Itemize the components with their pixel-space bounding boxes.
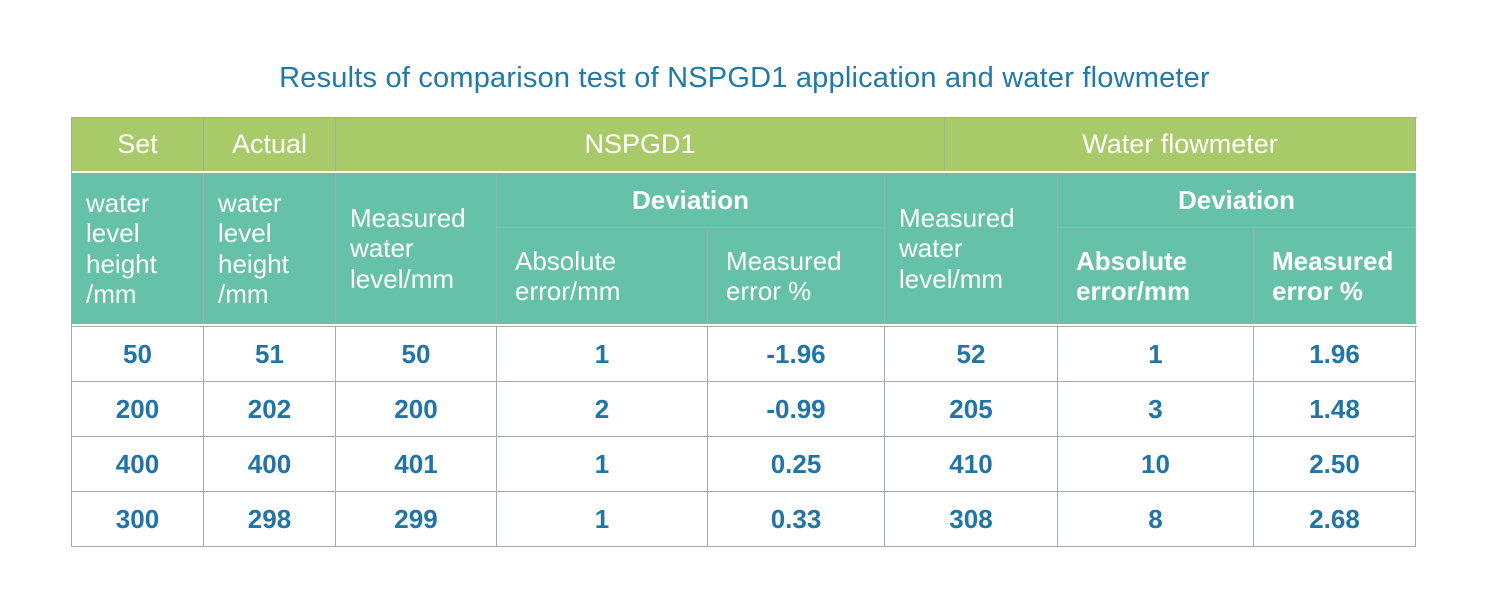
subheader-actual-water-level: water level height /mm (204, 173, 336, 324)
table-cell: 410 (885, 437, 1058, 492)
subheader-flowmeter-deviation: Deviation (1058, 173, 1416, 228)
subheader-flowmeter-absolute-error: Absolute error/mm (1058, 228, 1254, 324)
table-cell: 308 (885, 492, 1058, 547)
table-cell: 205 (885, 382, 1058, 437)
table-cell: 50 (336, 327, 497, 382)
comparison-table: Set Actual NSPGD1 Water flowmeter water … (71, 117, 1417, 547)
subheader-nspgd1-measured-error: Measured error % (708, 228, 885, 324)
table-cell: 0.25 (708, 437, 885, 492)
subheader-flowmeter-measured: Measured water level/mm (885, 173, 1058, 324)
page: Results of comparison test of NSPGD1 app… (0, 62, 1489, 604)
top-header-actual-cell: Actual (204, 118, 336, 171)
table-cell: 1 (497, 492, 708, 547)
table-cell: 1 (497, 327, 708, 382)
top-header-row: Set Actual NSPGD1 Water flowmeter (72, 118, 1417, 173)
top-header-flowmeter-cell: Water flowmeter (945, 118, 1416, 171)
table-cell: 400 (204, 437, 336, 492)
table-cell: 52 (885, 327, 1058, 382)
sub-header: water level height /mm water level heigh… (72, 173, 1417, 326)
table-cell: 2 (497, 382, 708, 437)
table-cell: 2.68 (1254, 492, 1416, 547)
top-header-set-cell: Set (72, 118, 204, 171)
table-cell: 299 (336, 492, 497, 547)
table-cell: 401 (336, 437, 497, 492)
table-cell: 200 (336, 382, 497, 437)
table-cell: 50 (72, 327, 204, 382)
table-cell: 0.33 (708, 492, 885, 547)
top-header-nspgd1-cell: NSPGD1 (336, 118, 945, 171)
table-cell: 1.96 (1254, 327, 1416, 382)
table-cell: 200 (72, 382, 204, 437)
table-cell: 51 (204, 327, 336, 382)
subheader-set-water-level: water level height /mm (72, 173, 204, 324)
table-cell: 1 (497, 437, 708, 492)
table-cell: 3 (1058, 382, 1254, 437)
table-cell: -0.99 (708, 382, 885, 437)
subheader-nspgd1-deviation: Deviation (497, 173, 885, 228)
subheader-nspgd1-measured: Measured water level/mm (336, 173, 497, 324)
table-cell: 10 (1058, 437, 1254, 492)
table-cell: 1.48 (1254, 382, 1416, 437)
table-cell: 2.50 (1254, 437, 1416, 492)
table-cell: 8 (1058, 492, 1254, 547)
table-cell: 1 (1058, 327, 1254, 382)
page-title: Results of comparison test of NSPGD1 app… (279, 62, 1210, 94)
table-cell: 202 (204, 382, 336, 437)
table-cell: -1.96 (708, 327, 885, 382)
subheader-nspgd1-absolute-error: Absolute error/mm (497, 228, 708, 324)
table-cell: 298 (204, 492, 336, 547)
table-cell: 400 (72, 437, 204, 492)
table-body: 50 51 50 1 -1.96 52 1 1.96 200 202 200 2… (72, 326, 1417, 547)
table-cell: 300 (72, 492, 204, 547)
subheader-flowmeter-measured-error: Measured error % (1254, 228, 1416, 324)
